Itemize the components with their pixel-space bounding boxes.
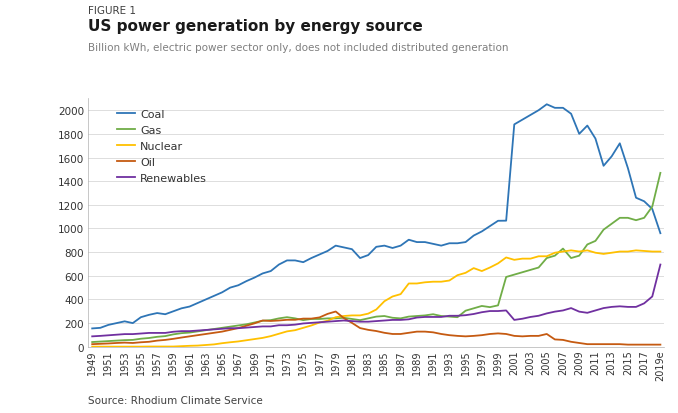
Nuclear — [429, 280, 437, 285]
Line: Oil: Oil — [92, 312, 660, 345]
Coal — [518, 118, 526, 123]
Line: Gas: Gas — [92, 173, 660, 342]
Legend: Coal, Gas, Nuclear, Oil, Renewables: Coal, Gas, Nuclear, Oil, Renewables — [117, 109, 207, 184]
Nuclear — [250, 337, 258, 342]
Gas — [624, 216, 632, 221]
Text: Billion kWh, electric power sector only, does not included distributed generatio: Billion kWh, electric power sector only,… — [88, 43, 508, 53]
Coal — [542, 102, 551, 107]
Nuclear — [656, 249, 664, 254]
Renewables — [364, 319, 372, 324]
Text: FIGURE 1: FIGURE 1 — [88, 6, 136, 16]
Coal — [104, 323, 113, 328]
Renewables — [429, 315, 437, 320]
Renewables — [250, 325, 258, 330]
Oil — [624, 342, 632, 347]
Nuclear — [518, 256, 526, 261]
Nuclear — [104, 344, 113, 349]
Oil — [640, 342, 648, 347]
Gas — [104, 339, 113, 344]
Oil — [372, 329, 380, 334]
Nuclear — [567, 248, 575, 253]
Oil — [104, 341, 113, 346]
Renewables — [624, 305, 632, 310]
Coal — [656, 231, 664, 236]
Line: Nuclear: Nuclear — [92, 251, 660, 347]
Gas — [429, 312, 437, 317]
Oil — [437, 332, 445, 337]
Text: Source: Rhodium Climate Service: Source: Rhodium Climate Service — [88, 395, 263, 405]
Oil — [607, 342, 616, 347]
Gas — [88, 340, 96, 345]
Renewables — [299, 321, 307, 326]
Gas — [364, 316, 372, 321]
Nuclear — [364, 311, 372, 316]
Text: US power generation by energy source: US power generation by energy source — [88, 19, 423, 33]
Renewables — [88, 334, 96, 339]
Renewables — [104, 333, 113, 338]
Line: Coal: Coal — [92, 105, 660, 329]
Oil — [170, 337, 178, 342]
Gas — [656, 171, 664, 176]
Oil — [88, 342, 96, 347]
Gas — [250, 320, 258, 325]
Coal — [632, 196, 640, 201]
Oil — [332, 309, 340, 314]
Coal — [429, 242, 437, 247]
Nuclear — [88, 344, 96, 349]
Nuclear — [632, 248, 640, 253]
Coal — [250, 275, 258, 280]
Line: Renewables: Renewables — [92, 265, 660, 337]
Renewables — [656, 262, 664, 267]
Coal — [88, 326, 96, 331]
Coal — [364, 253, 372, 258]
Oil — [656, 342, 664, 347]
Gas — [299, 318, 307, 323]
